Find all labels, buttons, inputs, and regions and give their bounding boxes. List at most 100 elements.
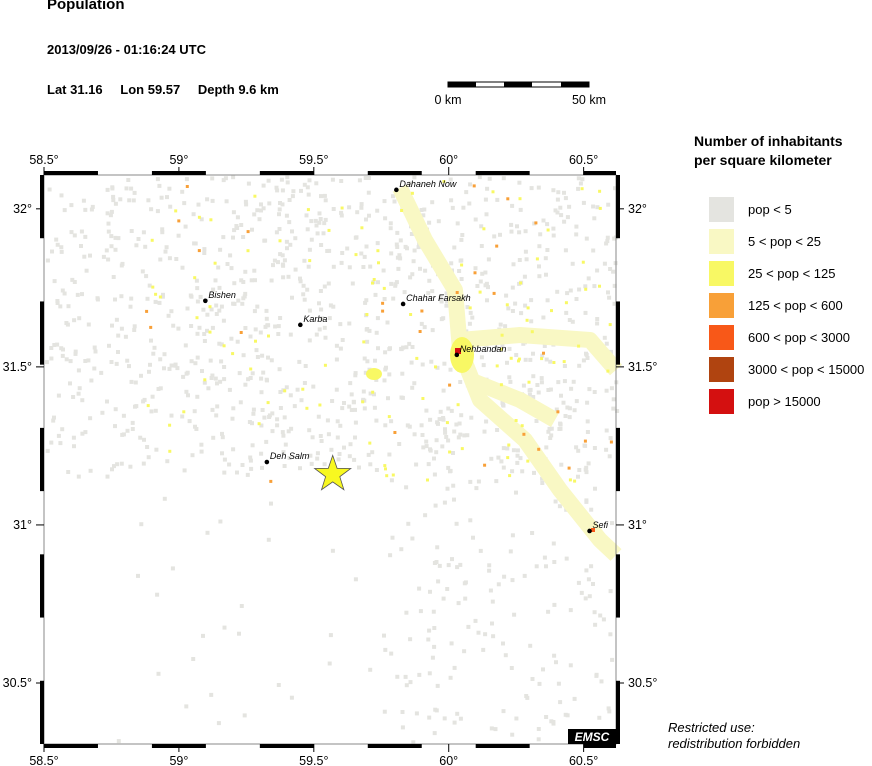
pop-cell: [514, 419, 518, 422]
pop-cell: [239, 223, 244, 227]
pop-cell: [410, 272, 415, 277]
pop-cell: [476, 479, 481, 484]
pop-cell: [305, 287, 310, 292]
pop-cell: [222, 344, 226, 348]
pop-cell: [259, 202, 263, 207]
pop-cell: [113, 247, 118, 252]
pop-cell: [458, 380, 463, 384]
pop-cell: [342, 445, 346, 450]
pop-cell: [86, 358, 91, 363]
pop-cell: [558, 426, 563, 431]
pop-cell: [335, 435, 340, 440]
pop-cell: [306, 208, 310, 212]
pop-cell: [486, 257, 491, 262]
pop-cell: [609, 386, 614, 391]
pop-cell: [432, 626, 437, 630]
pop-cell: [381, 268, 386, 273]
pop-cell: [194, 427, 199, 431]
pop-cell: [529, 319, 534, 324]
pop-cell: [584, 465, 589, 470]
pop-cell: [524, 694, 529, 698]
pop-cell: [550, 309, 553, 313]
pop-cell: [345, 246, 350, 251]
pop-cell: [368, 462, 373, 467]
pop-cell: [541, 315, 546, 320]
pop-cell: [195, 394, 200, 399]
pop-cell: [187, 419, 192, 424]
pop-cell: [184, 371, 189, 376]
pop-cell: [105, 211, 110, 216]
pop-cell: [331, 304, 336, 309]
pop-cell: [183, 224, 188, 229]
pop-cell: [608, 589, 613, 594]
pop-cell: [509, 229, 514, 234]
pop-cell: [128, 464, 133, 469]
pop-cell: [158, 257, 163, 262]
pop-cell: [288, 332, 293, 337]
pop-cell: [281, 275, 286, 280]
lat-tick-label-left: 30.5°: [3, 676, 32, 690]
scale-bar: 0 km 50 km: [434, 81, 606, 107]
pop-cell: [572, 408, 577, 413]
pop-cell: [219, 359, 224, 364]
pop-cell: [100, 410, 105, 415]
pop-cell: [412, 175, 417, 180]
pop-cell: [86, 322, 91, 327]
pop-cell: [330, 399, 335, 403]
pop-cell: [612, 301, 617, 306]
pop-cell: [503, 324, 508, 329]
pop-cell: [527, 392, 532, 397]
pop-cell: [451, 451, 455, 455]
pop-cell: [270, 411, 275, 416]
pop-cell: [597, 715, 602, 720]
pop-cell: [321, 231, 326, 236]
pop-cell: [146, 455, 151, 460]
pop-cell: [111, 275, 116, 279]
pop-cell: [203, 378, 207, 382]
pop-cell: [581, 358, 586, 363]
pop-cell: [347, 321, 352, 326]
pop-cell: [293, 236, 298, 241]
pop-cell: [439, 299, 444, 304]
pop-cell: [517, 180, 522, 185]
pop-cell: [585, 419, 590, 424]
map-frame: 58.5° 58.5° 59° 59° 59.5° 59.5° 60° 60° 60.5° 60.…: [3, 153, 658, 766]
pop-cell: [45, 448, 50, 453]
pop-cell: [384, 365, 388, 370]
pop-cell: [524, 257, 529, 262]
pop-cell: [165, 459, 170, 464]
city-dot-icon: [454, 352, 460, 358]
pop-cell: [154, 292, 158, 296]
pop-cell: [177, 219, 181, 223]
pop-cell: [574, 399, 579, 404]
pop-cell: [116, 350, 120, 354]
pop-cell: [353, 407, 357, 412]
pop-cell: [373, 292, 378, 297]
pop-cell: [608, 267, 613, 271]
pop-cell: [487, 176, 492, 181]
pop-cell: [610, 657, 615, 662]
pop-cell: [537, 681, 542, 686]
pop-cell: [162, 366, 166, 371]
pop-cell: [252, 268, 257, 273]
pop-cell: [127, 198, 132, 203]
pop-cell: [514, 490, 518, 495]
pop-cell: [580, 187, 584, 191]
pop-cell: [376, 249, 380, 253]
pop-cell: [269, 358, 274, 363]
pop-cell: [435, 683, 440, 688]
pop-cell: [422, 207, 427, 212]
pop-cell: [515, 460, 520, 465]
pop-cell: [400, 209, 404, 212]
pop-cell: [249, 367, 253, 371]
pop-cell: [553, 208, 558, 213]
pop-cell: [278, 201, 282, 205]
pop-cell: [448, 367, 453, 372]
pop-cell: [496, 455, 501, 460]
pop-cell: [577, 363, 582, 368]
pop-cell: [318, 403, 322, 407]
pop-cell: [549, 426, 554, 431]
pop-cell: [130, 427, 135, 431]
pop-cell: [392, 199, 397, 204]
pop-cell: [423, 513, 428, 518]
